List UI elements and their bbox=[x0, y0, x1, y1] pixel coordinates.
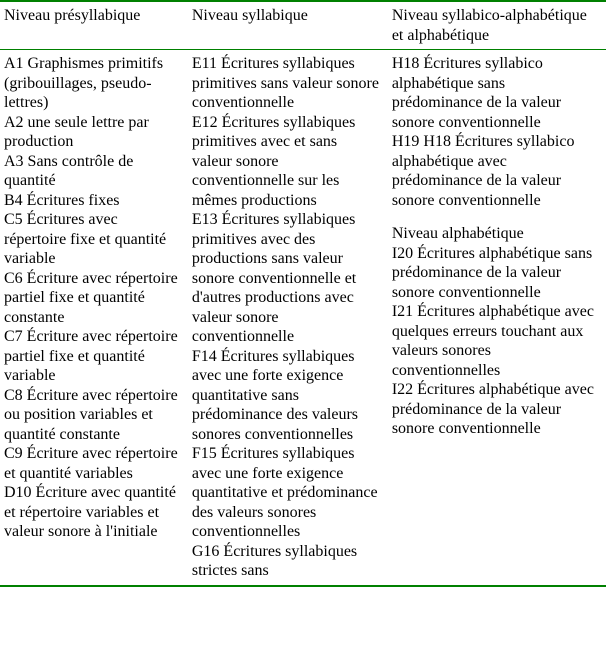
item-f14: F14 Écritures syllabiques avec une forte… bbox=[192, 347, 380, 445]
item-c5: C5 Écritures avec répertoire fixe et qua… bbox=[4, 210, 180, 269]
header-col2-text: Niveau syllabique bbox=[192, 7, 308, 24]
cell-col1: A1 Graphismes primitifs (gribouillages, … bbox=[0, 50, 188, 586]
item-d10: D10 Écriture avec quantité et répertoire… bbox=[4, 483, 180, 542]
item-i22: I22 Écritures alphabétique avec prédomin… bbox=[392, 380, 598, 439]
cell-col3: H18 Écritures syllabico alphabétique san… bbox=[388, 50, 606, 586]
item-e11: E11 Écritures syllabiques primitives san… bbox=[192, 54, 380, 113]
header-col2: Niveau syllabique bbox=[188, 1, 388, 50]
col3-spacer bbox=[392, 210, 598, 224]
item-f15: F15 Écritures syllabiques avec une forte… bbox=[192, 444, 380, 542]
col3-subheading: Niveau alphabétique bbox=[392, 224, 598, 244]
item-h19: H19 H18 Écritures syllabico alphabétique… bbox=[392, 132, 598, 210]
table-header-row: Niveau présyllabique Niveau syllabique N… bbox=[0, 1, 606, 50]
item-e13: E13 Écritures syllabiques primitives ave… bbox=[192, 210, 380, 347]
item-c6: C6 Écriture avec répertoire partiel fixe… bbox=[4, 269, 180, 328]
item-b4: B4 Écritures fixes bbox=[4, 191, 180, 211]
cell-col2: E11 Écritures syllabiques primitives san… bbox=[188, 50, 388, 586]
levels-table: Niveau présyllabique Niveau syllabique N… bbox=[0, 0, 606, 587]
item-c9: C9 Écriture avec répertoire et quantité … bbox=[4, 444, 180, 483]
item-c8: C8 Écriture avec répertoire ou position … bbox=[4, 386, 180, 445]
header-col3-line2: et alphabétique bbox=[392, 27, 489, 44]
item-h18: H18 Écritures syllabico alphabétique san… bbox=[392, 54, 598, 132]
table-body-row: A1 Graphismes primitifs (gribouillages, … bbox=[0, 50, 606, 586]
item-c7: C7 Écriture avec répertoire partiel fixe… bbox=[4, 327, 180, 386]
header-col3-line1: Niveau syllabico-alphabétique bbox=[392, 7, 587, 24]
page: Niveau présyllabique Niveau syllabique N… bbox=[0, 0, 606, 587]
item-e12: E12 Écritures syllabiques primitives ave… bbox=[192, 113, 380, 211]
header-col1: Niveau présyllabique bbox=[0, 1, 188, 50]
item-g16: G16 Écritures syllabiques strictes sans bbox=[192, 542, 380, 581]
header-col3: Niveau syllabico-alphabétique et alphabé… bbox=[388, 1, 606, 50]
item-a3: A3 Sans contrôle de quantité bbox=[4, 152, 180, 191]
header-col1-text: Niveau présyllabique bbox=[4, 7, 140, 24]
item-a1: A1 Graphismes primitifs (gribouillages, … bbox=[4, 54, 180, 113]
item-i21: I21 Écritures alphabétique avec quelques… bbox=[392, 302, 598, 380]
item-i20: I20 Écritures alphabétique sans prédomin… bbox=[392, 244, 598, 303]
item-a2: A2 une seule lettre par production bbox=[4, 113, 180, 152]
